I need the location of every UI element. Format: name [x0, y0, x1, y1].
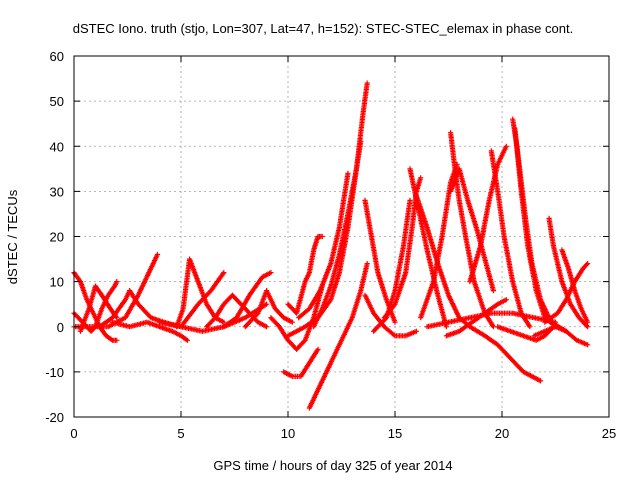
series-markers	[204, 292, 270, 330]
series	[495, 324, 556, 343]
series	[204, 292, 270, 330]
series	[467, 324, 544, 384]
series	[381, 175, 424, 321]
data-points	[71, 80, 591, 411]
series	[281, 346, 321, 379]
series-markers	[306, 261, 370, 411]
series-markers	[512, 125, 559, 330]
series-markers	[467, 324, 544, 384]
series-markers	[296, 170, 351, 321]
series	[448, 166, 496, 294]
x-tick-label: 20	[495, 426, 509, 441]
axis-ticks: 0 5 10 15 20 25 -20 -10 0 10 20 30 40 50 60	[45, 49, 616, 441]
y-tick-label: 60	[50, 49, 64, 64]
series	[77, 283, 120, 334]
series-markers	[109, 319, 190, 343]
series-markers	[424, 310, 559, 330]
series	[418, 161, 460, 321]
series	[306, 261, 370, 411]
y-tick-label: 10	[50, 275, 64, 290]
series-markers	[221, 270, 274, 330]
y-tick-label: -20	[45, 410, 64, 425]
series-markers	[488, 148, 533, 330]
series-markers	[418, 161, 460, 321]
series	[512, 125, 559, 330]
y-tick-label: 40	[50, 139, 64, 154]
series-markers	[381, 175, 424, 321]
y-tick-label: 0	[57, 320, 64, 335]
x-tick-label: 5	[177, 426, 184, 441]
series-markers	[77, 283, 120, 334]
x-tick-label: 0	[70, 426, 77, 441]
series	[542, 261, 591, 325]
series	[109, 319, 190, 343]
series-markers	[495, 324, 556, 343]
y-tick-label: 20	[50, 230, 64, 245]
series-markers	[542, 261, 591, 325]
chart-title: dSTEC Iono. truth (stjo, Lon=307, Lat=47…	[73, 21, 573, 36]
y-tick-label: 50	[50, 94, 64, 109]
x-tick-label: 25	[602, 426, 616, 441]
x-tick-label: 10	[281, 426, 295, 441]
series-markers	[448, 166, 496, 294]
y-axis-label: dSTEC / TECUs	[5, 189, 20, 284]
series-markers	[311, 80, 370, 330]
series	[285, 233, 325, 316]
series	[221, 270, 274, 330]
series	[424, 310, 559, 330]
series-markers	[281, 346, 321, 379]
x-axis-label: GPS time / hours of day 325 of year 2014	[213, 458, 452, 473]
x-tick-label: 15	[388, 426, 402, 441]
series	[488, 148, 533, 330]
series-markers	[285, 233, 325, 316]
y-tick-label: 30	[50, 184, 64, 199]
series	[242, 288, 295, 330]
series-markers	[242, 288, 295, 330]
series	[296, 170, 351, 321]
y-tick-label: -10	[45, 365, 64, 380]
series	[311, 80, 370, 330]
